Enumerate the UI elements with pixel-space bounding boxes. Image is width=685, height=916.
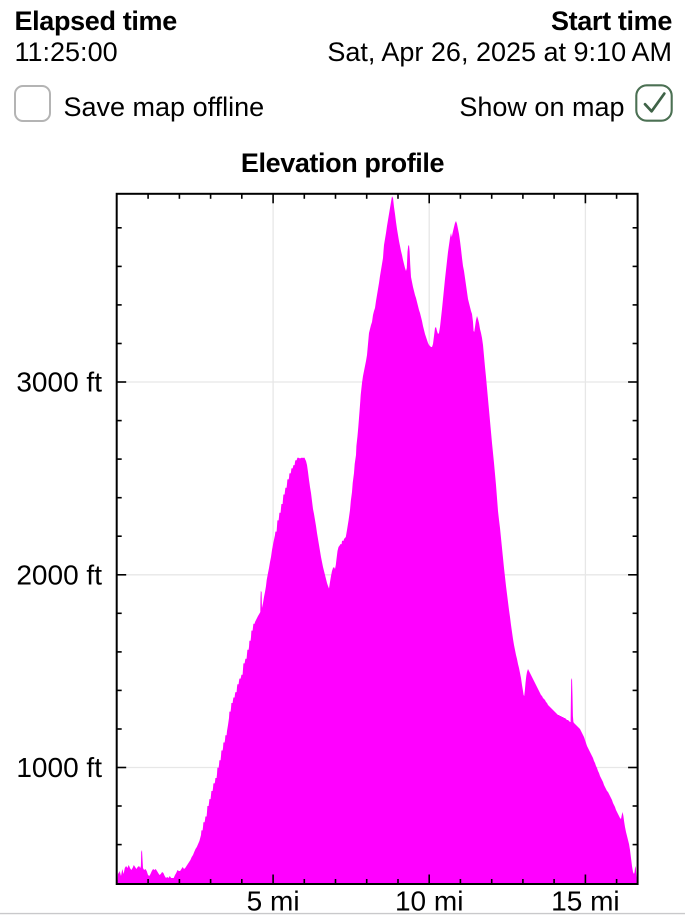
- svg-text:3000 ft: 3000 ft: [16, 367, 102, 398]
- svg-text:10 mi: 10 mi: [395, 886, 463, 916]
- svg-text:15 mi: 15 mi: [551, 886, 619, 916]
- svg-text:5 mi: 5 mi: [247, 886, 300, 916]
- svg-text:2000 ft: 2000 ft: [16, 560, 102, 591]
- svg-text:1000 ft: 1000 ft: [16, 752, 102, 783]
